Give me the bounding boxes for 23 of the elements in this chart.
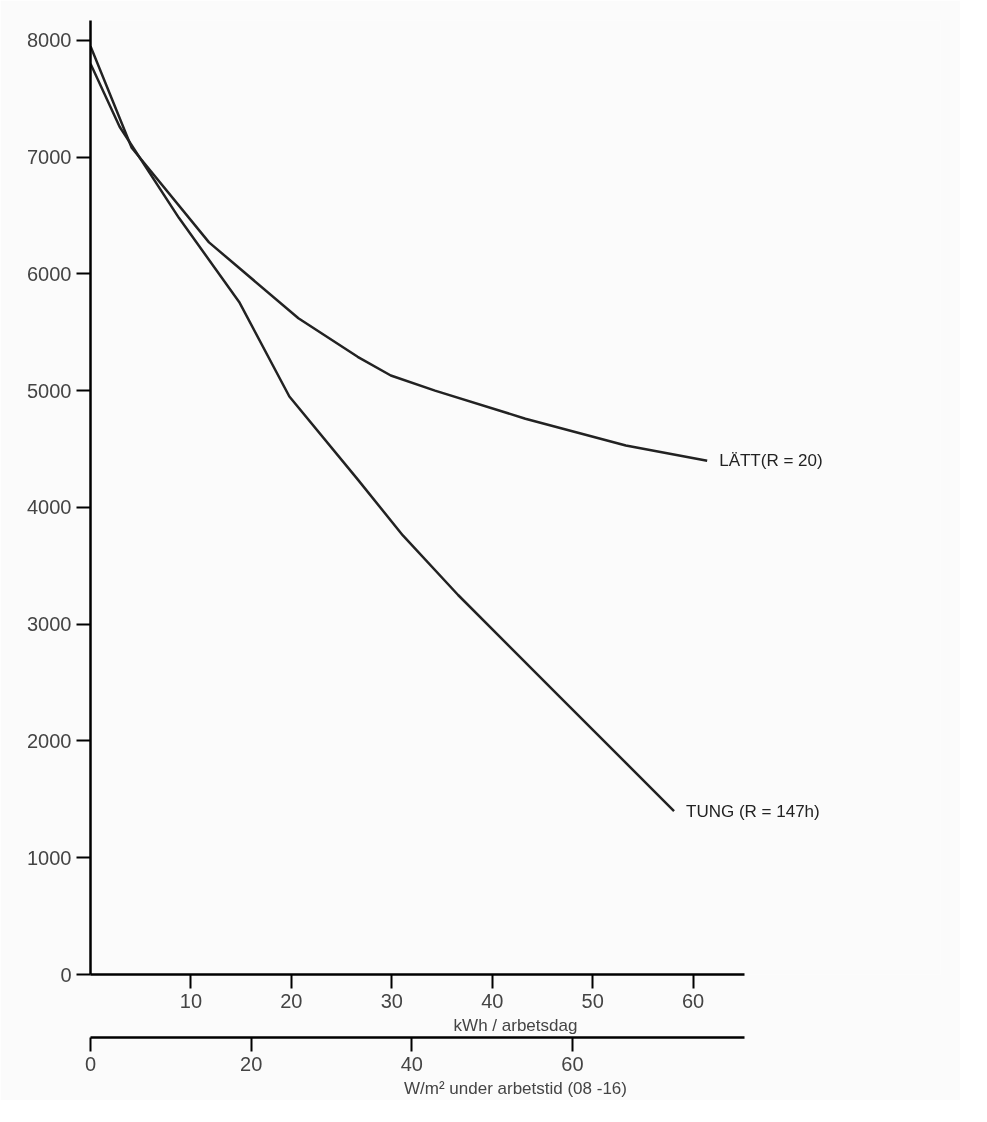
y-tick-label: 1000 [27,846,72,869]
y-tick-label: 4000 [27,496,72,519]
x-tick-label: 20 [280,989,303,1012]
series-label: LÄTT(R = 20) [719,451,823,471]
x2-tick-label: 60 [561,1052,584,1075]
x2-axis-title: W/m² under arbetstid (08 -16) [404,1078,627,1098]
x-tick-label: 10 [179,989,203,1012]
series-label: TUNG (R = 147h) [686,801,820,821]
y-tick-label: 2000 [27,729,72,752]
y-tick-label: 5000 [27,379,72,402]
y-tick-label: 6000 [27,262,72,285]
y-tick-label: 0 [60,963,72,986]
x-tick-label: 50 [581,989,604,1012]
y-tick-label: 8000 [27,29,72,52]
x-tick-label: 40 [481,989,504,1012]
x2-tick-label: 0 [84,1052,97,1075]
x-tick-label: 60 [682,989,705,1012]
y-tick-label: 7000 [27,146,72,169]
y-tick-label: 3000 [27,613,72,636]
x-axis-title: kWh / arbetsdag [453,1015,578,1035]
x2-tick-label: 20 [240,1052,263,1075]
x-tick-label: 30 [380,989,403,1012]
x2-tick-label: 40 [400,1052,423,1075]
